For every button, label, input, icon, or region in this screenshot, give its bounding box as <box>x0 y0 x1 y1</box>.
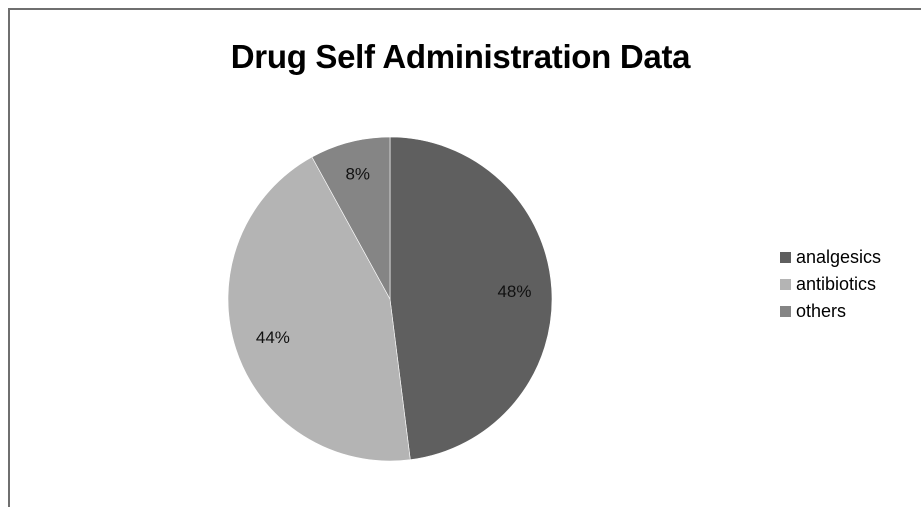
legend: analgesics antibiotics others <box>780 244 881 325</box>
legend-label-analgesics: analgesics <box>796 247 882 267</box>
data-label-analgesics: 48% <box>497 282 531 301</box>
pie-slice-antibiotics <box>227 156 411 462</box>
legend-item-analgesics: analgesics <box>780 244 881 271</box>
legend-label-others: others <box>796 301 847 321</box>
legend-item-antibiotics: antibiotics <box>780 271 881 298</box>
pie-slice-analgesics <box>389 136 553 461</box>
legend-item-others: others <box>780 298 881 325</box>
legend-swatch-others <box>780 306 791 317</box>
legend-swatch-antibiotics <box>780 279 791 290</box>
data-label-antibiotics: 44% <box>256 328 290 347</box>
legend-label-antibiotics: antibiotics <box>796 274 877 294</box>
pie-slice-others <box>311 136 391 300</box>
chart-title: Drug Self Administration Data <box>230 38 691 75</box>
data-label-others: 8% <box>345 164 370 183</box>
legend-swatch-analgesics <box>780 252 791 263</box>
